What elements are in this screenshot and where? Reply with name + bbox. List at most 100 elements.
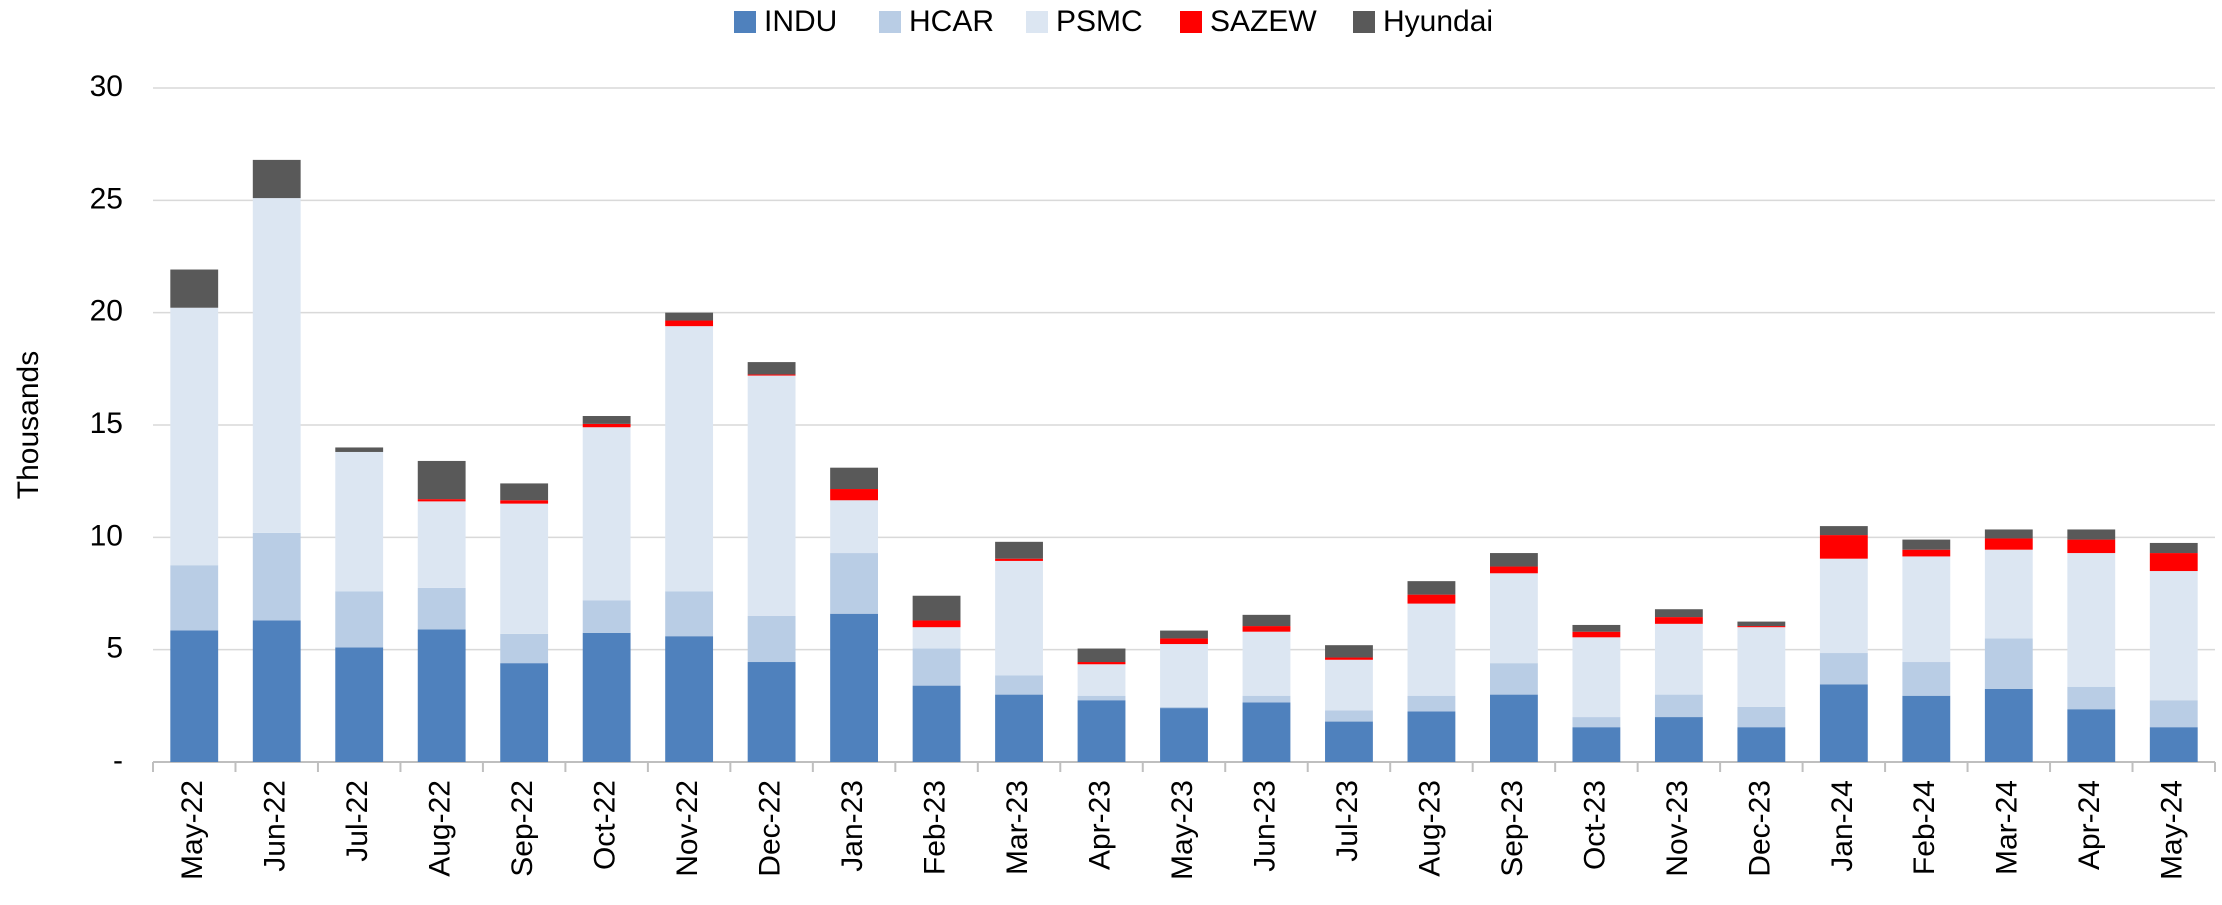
bar-segment	[2067, 529, 2116, 540]
bar-segment	[1490, 573, 1538, 664]
bar-segment	[912, 595, 961, 621]
bar-segment	[1407, 581, 1456, 595]
legend-swatch	[1180, 11, 1202, 33]
legend-swatch	[1026, 11, 1048, 33]
x-tick-label: Aug-22	[424, 780, 457, 877]
bar-segment	[1077, 700, 1126, 762]
y-tick-label: 30	[90, 70, 123, 103]
bar-segment	[1984, 638, 2033, 689]
bar-segment	[252, 159, 301, 199]
bar-segment	[2067, 686, 2116, 710]
y-axis-title: Thousands	[12, 351, 45, 499]
bar-segment	[830, 489, 878, 501]
bar-segment	[1737, 621, 1786, 627]
bar-segment	[1407, 594, 1456, 604]
bar-segment	[1077, 695, 1126, 701]
y-tick-label: 25	[90, 182, 123, 215]
x-tick-label: Jan-23	[836, 780, 869, 872]
x-tick-label: Oct-22	[589, 780, 622, 870]
bar-segment	[1160, 630, 1208, 639]
x-tick-label: Dec-22	[754, 780, 787, 877]
bar-segment	[1572, 727, 1621, 762]
bar-segment	[1160, 638, 1208, 645]
bar-segment	[417, 499, 466, 502]
bar-segment	[747, 375, 796, 616]
bar-segment	[747, 615, 796, 663]
x-tick-label: Nov-22	[671, 780, 704, 877]
bar-segment	[665, 591, 714, 637]
bar-segment	[1242, 695, 1291, 703]
bar-segment	[1984, 688, 2033, 762]
bar-segment	[2149, 542, 2198, 554]
bar-segment	[1572, 631, 1621, 638]
bar-segment	[2149, 700, 2198, 728]
bar-segment	[582, 423, 631, 428]
bar-segment	[995, 694, 1043, 762]
x-tick-label: May-23	[1166, 780, 1199, 880]
bar-segment	[170, 307, 219, 566]
bar-segment	[1902, 539, 1951, 550]
y-tick-label: 5	[106, 632, 123, 665]
legend-swatch	[734, 11, 756, 33]
bar-segment	[665, 326, 714, 592]
bar-segment	[1490, 663, 1538, 695]
bar-segment	[417, 629, 466, 762]
bar-segment	[2149, 727, 2198, 762]
bar-segment	[1654, 694, 1703, 718]
x-tick-label: May-24	[2156, 780, 2189, 880]
bar-segment	[1737, 706, 1786, 728]
bar-segment	[995, 541, 1043, 559]
bar-segment	[1902, 695, 1951, 762]
bar-segment	[830, 553, 878, 614]
bar-segment	[335, 451, 384, 592]
bar-segment	[912, 648, 961, 686]
bar-segment	[995, 558, 1043, 561]
bar-segment	[1737, 727, 1786, 762]
bar-segment	[1077, 648, 1126, 663]
bar-segment	[747, 362, 796, 375]
bar-segment	[1819, 535, 1868, 559]
bar-segment	[830, 467, 878, 490]
bar-segment	[1819, 653, 1868, 685]
bar-segment	[1077, 664, 1126, 696]
bar-segment	[1737, 627, 1786, 707]
y-tick-label: -	[113, 744, 123, 777]
bar-segment	[1490, 553, 1538, 567]
bar-segment	[1160, 708, 1208, 762]
bar-segment	[1572, 637, 1621, 718]
bar-segment	[417, 460, 466, 500]
x-tick-label: Jul-23	[1331, 780, 1364, 862]
bar-segment	[335, 591, 384, 648]
y-tick-label: 10	[90, 519, 123, 552]
bar-segment	[1490, 694, 1538, 762]
legend-label: SAZEW	[1210, 5, 1317, 38]
bar-segment	[1325, 710, 1373, 722]
bar-segment	[665, 636, 714, 762]
bar-segment	[1572, 624, 1621, 632]
bar-segment	[1160, 644, 1208, 707]
bar-segment	[1819, 684, 1868, 762]
legend-swatch	[879, 11, 901, 33]
bar-segment	[1325, 657, 1373, 660]
bar-segment	[1902, 556, 1951, 663]
bar-segment	[1242, 702, 1291, 762]
y-tick-label: 15	[90, 407, 123, 440]
legend-label: PSMC	[1056, 5, 1143, 38]
x-tick-label: Sep-22	[506, 780, 539, 877]
bar-segment	[170, 630, 219, 762]
bar-segment	[2149, 553, 2198, 572]
bar-segment	[830, 500, 878, 554]
bar-segment	[500, 503, 549, 634]
bar-segment	[1984, 549, 2033, 639]
bar-segment	[1242, 626, 1291, 632]
bar-segment	[995, 560, 1043, 676]
x-tick-label: Feb-23	[918, 780, 951, 875]
legend-label: Hyundai	[1383, 5, 1493, 38]
bar-segment	[1984, 529, 2033, 539]
bar-segment	[335, 647, 384, 762]
bar-segment	[995, 675, 1043, 695]
bar-segment	[1490, 566, 1538, 574]
x-tick-label: Aug-23	[1413, 780, 1446, 877]
bar-segment	[252, 620, 301, 762]
